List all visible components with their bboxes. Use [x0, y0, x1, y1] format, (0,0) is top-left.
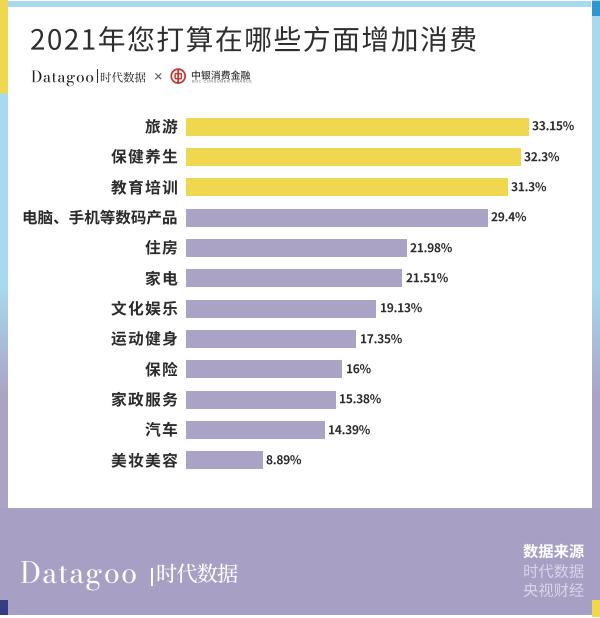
svg-text:BOC CONSUMER FINANCE: BOC CONSUMER FINANCE: [192, 79, 252, 84]
